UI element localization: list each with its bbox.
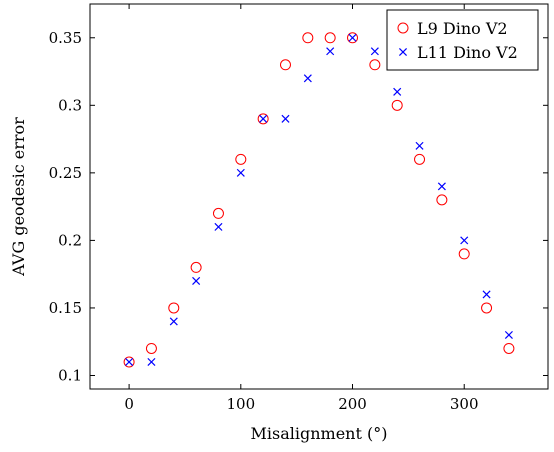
legend-marker xyxy=(397,22,409,34)
legend-label: L9 Dino V2 xyxy=(417,19,508,38)
plot-area-frame xyxy=(89,3,549,390)
data-point-cross xyxy=(415,141,424,150)
data-point-cross xyxy=(169,317,178,326)
data-point-cross xyxy=(460,236,469,245)
data-point-cross xyxy=(303,74,312,83)
data-point-circle xyxy=(212,207,224,219)
data-point-cross xyxy=(147,357,156,367)
data-points xyxy=(123,32,515,368)
axis-ticks: 0 100 200 300 0.1 0.15 0.2 0.25 0.3 0.35 xyxy=(49,4,548,413)
legend-label: L11 Dino V2 xyxy=(417,43,518,62)
data-point-cross xyxy=(259,114,268,123)
data-point-cross xyxy=(236,168,245,177)
data-point-cross xyxy=(370,47,379,56)
data-point-circle xyxy=(279,59,291,71)
data-point-cross xyxy=(482,290,491,299)
data-point-circle xyxy=(458,248,470,260)
legend-marker xyxy=(398,47,408,57)
x-axis-title: Misalignment (°) xyxy=(251,424,388,443)
data-point-circle xyxy=(324,32,336,44)
data-point-circle xyxy=(347,32,359,44)
data-point-circle xyxy=(123,356,135,368)
y-tick-label: 0.1 xyxy=(58,366,82,384)
data-point-circle xyxy=(145,342,157,354)
data-point-circle xyxy=(257,113,269,125)
data-point-cross xyxy=(393,87,402,96)
legend-box xyxy=(386,9,539,71)
legend-entry-l11-dino-v2: L11 Dino V2 xyxy=(398,43,518,62)
y-tick-label: 0.35 xyxy=(49,29,82,47)
y-tick-label: 0.15 xyxy=(49,299,82,317)
data-point-cross xyxy=(348,33,357,42)
y-tick-label: 0.2 xyxy=(58,231,82,249)
data-point-cross xyxy=(125,357,134,367)
data-point-cross xyxy=(192,276,201,285)
data-point-circle xyxy=(369,59,381,71)
legend-entry-l9-dino-v2: L9 Dino V2 xyxy=(397,19,508,38)
data-point-circle xyxy=(190,261,202,273)
data-point-circle xyxy=(391,99,403,111)
y-axis-title: AVG geodesic error xyxy=(9,117,28,277)
x-tick-label: 300 xyxy=(450,395,479,413)
x-tick-label: 100 xyxy=(226,395,255,413)
y-tick-label: 0.25 xyxy=(49,164,82,182)
data-point-circle xyxy=(414,153,426,165)
data-point-circle xyxy=(481,302,493,314)
data-point-cross xyxy=(214,222,223,231)
data-point-circle xyxy=(168,302,180,314)
x-tick-label: 0 xyxy=(124,395,134,413)
series-l11-dino-v2 xyxy=(125,33,513,367)
data-point-cross xyxy=(326,47,335,56)
legend: L9 Dino V2 L11 Dino V2 xyxy=(386,9,539,71)
data-point-circle xyxy=(436,194,448,206)
series-l9-dino-v2 xyxy=(123,32,515,368)
x-tick-label: 200 xyxy=(338,395,367,413)
data-point-cross xyxy=(437,182,446,191)
y-tick-label: 0.3 xyxy=(58,96,82,114)
data-point-circle xyxy=(302,32,314,44)
data-point-cross xyxy=(504,330,513,339)
data-point-circle xyxy=(503,342,515,354)
data-point-cross xyxy=(281,114,290,123)
data-point-circle xyxy=(235,153,247,165)
